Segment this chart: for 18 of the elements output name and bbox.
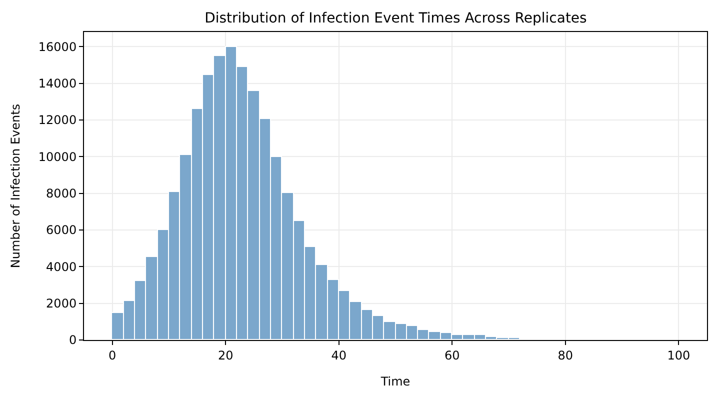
y-tick-label: 14000 <box>38 76 77 91</box>
x-tick-label: 80 <box>558 348 574 362</box>
y-tick-label: 2000 <box>46 296 77 311</box>
chart-title: Distribution of Infection Event Times Across Replicates <box>204 10 587 27</box>
x-tick-label: 0 <box>108 348 116 362</box>
x-axis-title: Time <box>380 374 410 388</box>
y-tick-label: 12000 <box>38 113 77 128</box>
y-axis-title: Number of Infection Events <box>8 104 23 268</box>
y-tick-label: 16000 <box>38 40 77 54</box>
x-tick-label: 40 <box>331 348 346 362</box>
y-tick-label: 4000 <box>46 260 77 274</box>
x-tick-label: 20 <box>218 348 234 362</box>
y-tick-label: 6000 <box>46 223 77 238</box>
y-tick-label: 8000 <box>46 186 77 201</box>
y-tick-label: 10000 <box>38 150 77 164</box>
y-tick-label: 0 <box>68 333 77 348</box>
x-tick-label: 100 <box>667 348 690 362</box>
x-tick-label: 60 <box>444 348 460 362</box>
